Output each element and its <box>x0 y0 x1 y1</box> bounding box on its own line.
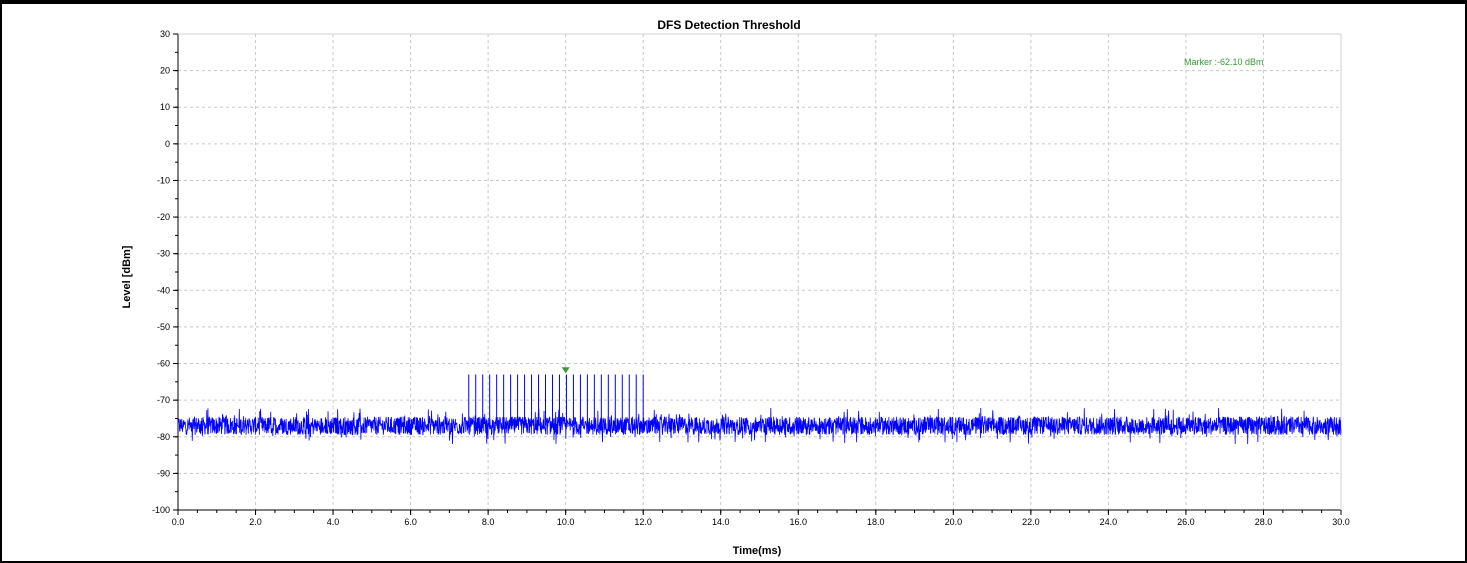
x-tick-label: 28.0 <box>1255 517 1273 527</box>
x-tick-label: 12.0 <box>634 517 652 527</box>
y-tick-label: -30 <box>157 249 170 259</box>
axes: 0.0 2.0 4.0 6.0 8.0 10.0 12.0 14.0 16.0 18.0 20.0 2… <box>152 29 1350 527</box>
x-tick-label: 4.0 <box>327 517 340 527</box>
x-tick-label: 20.0 <box>945 517 963 527</box>
x-tick-label: 30.0 <box>1332 517 1350 527</box>
y-tick-label: -60 <box>157 359 170 369</box>
y-tick-label: -80 <box>157 432 170 442</box>
dfs-chart: DFS Detection Threshold 0.0 2.0 4.0 6.0 8.0 1… <box>121 18 1350 557</box>
chart-title: DFS Detection Threshold <box>657 18 800 32</box>
x-tick-label: 18.0 <box>867 517 885 527</box>
x-axis-label: Time(ms) <box>733 545 782 557</box>
x-tick-label: 8.0 <box>482 517 495 527</box>
x-tick-label: 0.0 <box>172 517 185 527</box>
y-tick-label: 20 <box>160 66 170 76</box>
x-tick-label: 2.0 <box>249 517 262 527</box>
y-tick-label: -100 <box>152 505 170 515</box>
y-tick-label: -20 <box>157 212 170 222</box>
y-tick-label: 10 <box>160 102 170 112</box>
x-tick-label: 6.0 <box>404 517 417 527</box>
y-tick-label: 30 <box>160 29 170 39</box>
x-tick-label: 10.0 <box>557 517 575 527</box>
x-tick-label: 22.0 <box>1022 517 1040 527</box>
marker <box>561 367 570 374</box>
signal-trace <box>177 374 1342 445</box>
x-tick-label: 26.0 <box>1177 517 1195 527</box>
x-tick-label: 24.0 <box>1100 517 1118 527</box>
grid-lines <box>178 34 1341 510</box>
y-tick-label: -70 <box>157 395 170 405</box>
y-tick-label: -10 <box>157 175 170 185</box>
marker-triangle <box>561 367 570 374</box>
x-tick-label: 14.0 <box>712 517 730 527</box>
y-tick-label: 0 <box>165 139 170 149</box>
y-tick-label: -40 <box>157 285 170 295</box>
x-tick-label: 16.0 <box>790 517 808 527</box>
y-axis-label: Level [dBm] <box>121 245 133 308</box>
noise-trace <box>177 407 1342 445</box>
y-tick-label: -50 <box>157 322 170 332</box>
y-tick-label: -90 <box>157 468 170 478</box>
marker-label: Marker :-62.10 dBm <box>1184 57 1264 67</box>
